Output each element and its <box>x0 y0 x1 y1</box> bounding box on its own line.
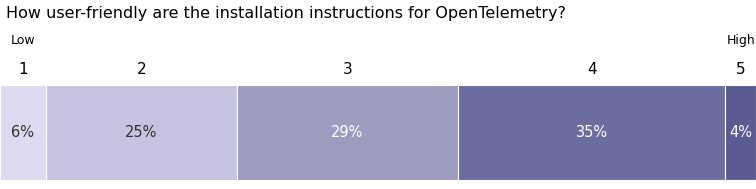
Bar <box>46 85 237 180</box>
Text: 35%: 35% <box>576 125 608 140</box>
Text: 4%: 4% <box>730 125 752 140</box>
Bar <box>0 85 46 180</box>
Text: 3: 3 <box>342 63 352 77</box>
Text: 25%: 25% <box>125 125 157 140</box>
Bar <box>237 85 458 180</box>
Text: High: High <box>727 34 755 47</box>
Text: 2: 2 <box>137 63 146 77</box>
Bar <box>458 85 726 180</box>
Text: 4: 4 <box>587 63 596 77</box>
Text: How user-friendly are the installation instructions for OpenTelemetry?: How user-friendly are the installation i… <box>6 6 566 21</box>
Bar <box>726 85 756 180</box>
Text: 1: 1 <box>18 63 28 77</box>
Text: 5: 5 <box>736 63 745 77</box>
Text: 29%: 29% <box>331 125 364 140</box>
Text: 6%: 6% <box>11 125 35 140</box>
Text: Low: Low <box>11 34 36 47</box>
